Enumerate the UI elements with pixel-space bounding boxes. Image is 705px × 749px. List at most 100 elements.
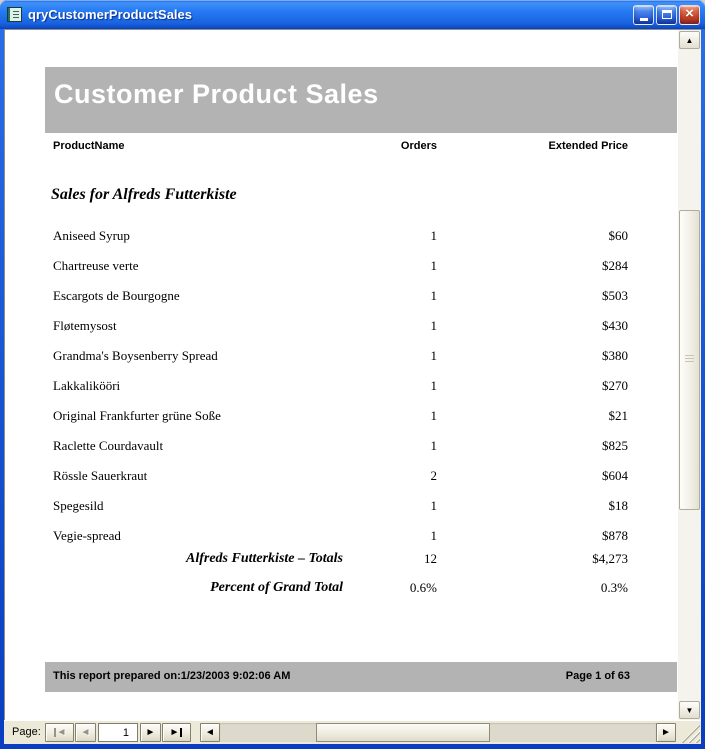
percent-orders-cell: 0.6%	[409, 580, 437, 595]
first-page-bar-icon	[53, 728, 56, 737]
product-name-cell: Rössle Sauerkraut	[53, 468, 148, 483]
last-page-button[interactable]: ►	[162, 723, 191, 742]
arrow-right-icon: ►	[661, 726, 671, 738]
orders-cell: 2	[430, 468, 438, 483]
extended-price-cell: $825	[602, 438, 628, 453]
table-row: Fløtemysost 1 $430	[5, 318, 677, 335]
extended-price-cell: $21	[608, 408, 629, 423]
table-row: Chartreuse verte 1 $284	[5, 258, 677, 275]
table-row: Vegie-spread 1 $878	[5, 528, 677, 545]
extended-price-cell: $270	[602, 378, 628, 393]
previous-page-button[interactable]: ◄	[75, 723, 96, 742]
orders-cell: 1	[430, 228, 438, 243]
column-headers: ProductName Orders Extended Price	[5, 140, 677, 155]
extended-price-cell: $284	[602, 258, 628, 273]
page-footer-band: This report prepared on:1/23/2003 9:02:0…	[45, 662, 677, 692]
totals-label: Alfreds Futterkiste – Totals	[185, 551, 343, 566]
orders-cell: 1	[430, 318, 438, 333]
arrow-left-icon: ◄	[80, 726, 91, 738]
orders-cell: 1	[430, 408, 438, 423]
group-header: Sales for Alfreds Futterkiste	[51, 186, 237, 203]
scroll-right-button[interactable]: ►	[656, 723, 676, 742]
first-page-button[interactable]: ◄	[45, 723, 74, 742]
orders-cell: 1	[430, 378, 438, 393]
last-page-bar-icon	[180, 728, 183, 737]
horizontal-scrollbar[interactable]	[220, 723, 656, 742]
extended-price-cell: $604	[602, 468, 628, 483]
page-label: Page:	[12, 726, 41, 738]
extended-price-cell: $878	[602, 528, 628, 543]
page-number-input[interactable]	[98, 723, 138, 742]
window-controls: ×	[633, 4, 700, 25]
horizontal-scrollbar-thumb[interactable]	[316, 723, 490, 742]
percent-price-cell: 0.3%	[600, 580, 628, 595]
column-header-productname: ProductName	[53, 140, 125, 152]
vertical-scrollbar-thumb[interactable]	[679, 210, 700, 510]
extended-price-cell: $18	[608, 498, 629, 513]
orders-cell: 1	[430, 438, 438, 453]
product-name-cell: Fløtemysost	[53, 318, 117, 333]
column-header-orders: Orders	[400, 140, 437, 152]
page-number-text: Page 1 of 63	[565, 670, 630, 682]
product-name-cell: Aniseed Syrup	[53, 228, 130, 243]
percent-label: Percent of Grand Total	[210, 580, 343, 595]
totals-orders-cell: 12	[424, 551, 437, 566]
maximize-icon	[661, 10, 672, 19]
extended-price-cell: $380	[602, 348, 628, 363]
table-row: Raclette Courdavault 1 $825	[5, 438, 677, 455]
table-row: Grandma's Boysenberry Spread 1 $380	[5, 348, 677, 365]
extended-price-cell: $60	[608, 228, 629, 243]
product-name-cell: Vegie-spread	[53, 528, 121, 543]
scroll-down-button[interactable]: ▼	[679, 701, 700, 719]
orders-cell: 1	[430, 288, 438, 303]
percent-of-grand-total-row: Percent of Grand Total 0.6% 0.3%	[5, 580, 677, 597]
close-button[interactable]: ×	[679, 4, 700, 25]
report-title: Customer Product Sales	[54, 79, 379, 109]
resize-grip-icon[interactable]	[681, 724, 700, 743]
table-row: Spegesild 1 $18	[5, 498, 677, 515]
table-row: Escargots de Bourgogne 1 $503	[5, 288, 677, 305]
orders-cell: 1	[430, 348, 438, 363]
report-page[interactable]: Customer Product Sales ProductName Order…	[5, 30, 677, 720]
prepared-on-text: This report prepared on:1/23/2003 9:02:0…	[53, 670, 291, 682]
arrow-left-icon: ◄	[56, 726, 67, 738]
table-row: Original Frankfurter grüne Soße 1 $21	[5, 408, 677, 425]
scroll-up-button[interactable]: ▲	[679, 31, 700, 49]
product-name-cell: Escargots de Bourgogne	[53, 288, 180, 303]
vertical-scrollbar[interactable]: ▲ ▼	[678, 30, 701, 720]
table-row: Lakkalikööri 1 $270	[5, 378, 677, 395]
scroll-left-button[interactable]: ◄	[200, 723, 220, 742]
product-name-cell: Grandma's Boysenberry Spread	[53, 348, 218, 363]
product-name-cell: Spegesild	[53, 498, 104, 513]
arrow-right-icon: ►	[145, 726, 156, 738]
close-icon: ×	[685, 5, 694, 22]
extended-price-cell: $503	[602, 288, 628, 303]
product-name-cell: Original Frankfurter grüne Soße	[53, 408, 221, 423]
product-name-cell: Raclette Courdavault	[53, 438, 164, 453]
arrow-left-icon: ◄	[205, 726, 215, 738]
minimize-button[interactable]	[633, 4, 654, 25]
column-header-extended-price: Extended Price	[548, 140, 628, 152]
totals-price-cell: $4,273	[592, 551, 628, 566]
minimize-icon	[639, 18, 648, 21]
product-name-cell: Chartreuse verte	[53, 258, 139, 273]
next-page-button[interactable]: ►	[140, 723, 161, 742]
arrow-down-icon: ▼	[685, 705, 694, 715]
arrow-up-icon: ▲	[685, 35, 694, 45]
group-totals-row: Alfreds Futterkiste – Totals 12 $4,273	[5, 551, 677, 568]
maximize-button[interactable]	[656, 4, 677, 25]
report-icon	[7, 7, 22, 22]
titlebar[interactable]: qryCustomerProductSales ×	[0, 0, 705, 29]
extended-price-cell: $430	[602, 318, 628, 333]
table-row: Aniseed Syrup 1 $60	[5, 228, 677, 245]
orders-cell: 1	[430, 498, 438, 513]
orders-cell: 1	[430, 528, 438, 543]
client-area: Customer Product Sales ProductName Order…	[4, 29, 701, 744]
navigation-bar: Page: ◄ ◄ ► ► ◄ ►	[4, 720, 701, 744]
report-title-banner: Customer Product Sales	[45, 67, 677, 133]
orders-cell: 1	[430, 258, 438, 273]
product-name-cell: Lakkalikööri	[53, 378, 121, 393]
print-preview-area: Customer Product Sales ProductName Order…	[4, 29, 701, 720]
arrow-right-icon: ►	[169, 726, 180, 738]
